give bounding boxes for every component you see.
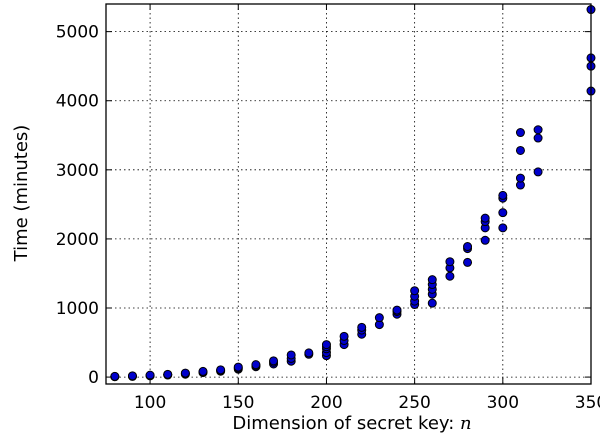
data-point	[463, 257, 473, 267]
data-point	[498, 223, 508, 233]
data-point	[533, 133, 543, 143]
x-tick-label: 200	[310, 393, 342, 413]
data-point	[374, 313, 384, 323]
data-point	[180, 368, 190, 378]
axis-ticks	[106, 4, 592, 384]
data-point	[480, 213, 490, 223]
y-axis-label: Time (minutes)	[11, 125, 32, 263]
data-point	[251, 360, 261, 370]
x-tick-label: 100	[134, 393, 166, 413]
data-point	[463, 242, 473, 252]
data-point	[216, 365, 226, 375]
data-point	[286, 350, 296, 360]
x-axis-label-variable: n	[460, 413, 472, 434]
grid-lines	[106, 4, 592, 384]
plot-frame	[105, 3, 592, 385]
data-point	[110, 371, 120, 381]
data-point	[233, 362, 243, 372]
data-points	[110, 5, 596, 382]
data-point	[498, 208, 508, 218]
data-point	[163, 369, 173, 379]
data-point	[339, 331, 349, 341]
x-axis-label-text: Dimension of secret key:	[232, 413, 460, 434]
data-point	[445, 257, 455, 267]
x-tick-labels: 100 150 200 250 300 350	[134, 393, 600, 413]
y-tick-label: 0	[88, 368, 99, 388]
data-point	[427, 275, 437, 285]
data-point	[410, 286, 420, 296]
data-point	[515, 145, 525, 155]
x-tick-label: 300	[487, 393, 519, 413]
data-point	[515, 173, 525, 183]
y-tick-label: 3000	[56, 161, 99, 181]
y-tick-label: 5000	[56, 23, 99, 43]
data-point	[145, 370, 155, 380]
data-point	[427, 298, 437, 308]
y-tick-label: 1000	[56, 299, 99, 319]
data-point	[269, 356, 279, 366]
data-point	[392, 305, 402, 315]
x-tick-label: 250	[398, 393, 430, 413]
data-point	[498, 190, 508, 200]
x-axis-label: Dimension of secret key: n	[232, 413, 471, 434]
data-point	[304, 348, 314, 358]
data-point	[515, 128, 525, 138]
data-point	[533, 167, 543, 177]
y-tick-labels: 0 1000 2000 3000 4000 5000	[56, 23, 99, 388]
data-point	[445, 271, 455, 281]
data-point	[198, 366, 208, 376]
y-tick-label: 2000	[56, 230, 99, 250]
y-tick-label: 4000	[56, 92, 99, 112]
data-point	[357, 322, 367, 332]
data-point	[533, 125, 543, 135]
data-point	[321, 340, 331, 350]
x-tick-label: 350	[575, 393, 600, 413]
x-tick-label: 150	[222, 393, 254, 413]
data-point	[480, 235, 490, 245]
data-point	[127, 371, 137, 381]
